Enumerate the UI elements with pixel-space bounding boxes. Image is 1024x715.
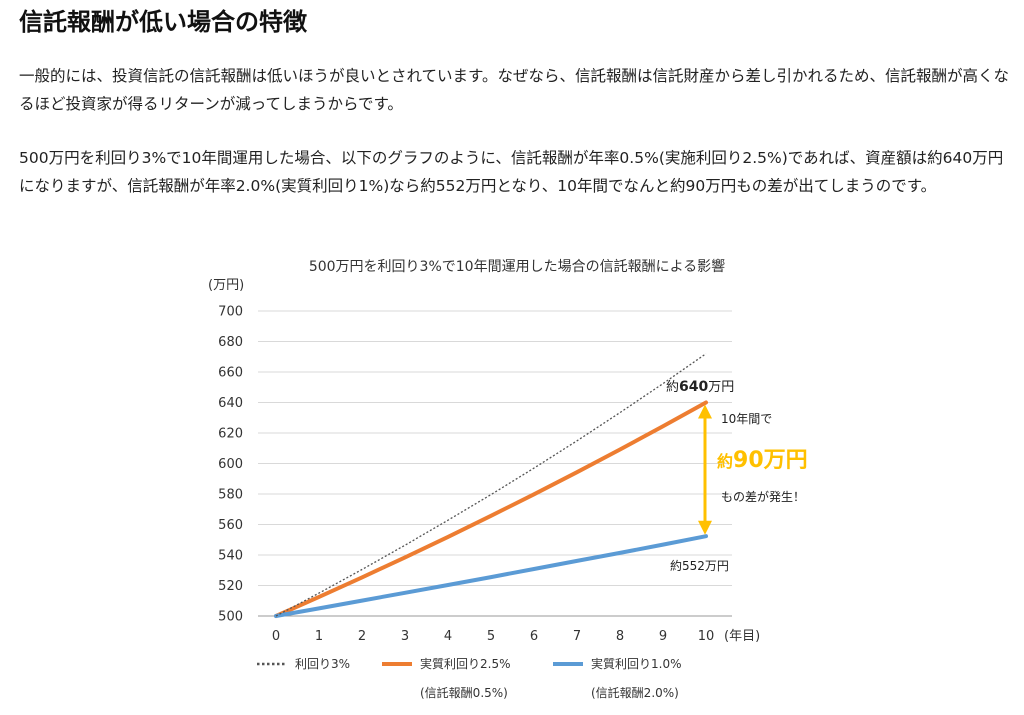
series-line-0 bbox=[275, 353, 707, 617]
x-tick-label-8: 8 bbox=[616, 629, 624, 644]
gap-label-line3: もの差が発生！ bbox=[721, 489, 805, 504]
y-tick-label-540: 540 bbox=[218, 549, 243, 564]
annotation-640: 約640万円 bbox=[666, 379, 734, 395]
annotation-552: 約552万円 bbox=[670, 558, 729, 573]
gap-label-value: 約90万円 bbox=[717, 448, 808, 473]
legend: 利回り3% 実質利回り2.5% (信託報酬0.5%) 実質利回り1.0% (信託報酬2.… bbox=[257, 656, 682, 700]
x-tick-label-9: 9 bbox=[659, 629, 667, 644]
y-tick-label-500: 500 bbox=[218, 610, 243, 625]
series-line-2 bbox=[274, 534, 708, 618]
x-tick-label-10: 10 bbox=[698, 629, 715, 644]
page-heading: 信託報酬が低い場合の特徴 bbox=[19, 8, 307, 36]
example-paragraph: 500万円を利回り3%で10年間運用した場合、以下のグラフのように、信託報酬が年… bbox=[19, 149, 1004, 195]
gap-arrow-head-up bbox=[698, 404, 712, 419]
annotations: 約640万円 約552万円 10年間で 約90万円 もの差が発生！ bbox=[666, 379, 808, 573]
y-tick-label-560: 560 bbox=[218, 518, 243, 533]
axes: 500 520 540 560 580 600 620 640 660 680 700 0 1 2 3 4 5 6… bbox=[218, 305, 732, 644]
gap-arrow-head-down bbox=[698, 520, 712, 535]
chart-title: 500万円を利回り3%で10年間運用した場合の信託報酬による影響 bbox=[309, 258, 725, 275]
gap-label-line1: 10年間で bbox=[721, 412, 772, 426]
y-tick-label-580: 580 bbox=[218, 488, 243, 503]
legend-sublabel-2: (信託報酬2.0%) bbox=[591, 685, 679, 700]
intro-paragraph: 一般的には、投資信託の信託報酬は低いほうが良いとされています。なぜなら、信託報酬… bbox=[19, 67, 1009, 113]
y-unit-label: (万円) bbox=[208, 278, 244, 293]
series-line-1 bbox=[274, 400, 708, 618]
x-tick-label-1: 1 bbox=[315, 629, 323, 644]
x-tick-label-6: 6 bbox=[530, 629, 538, 644]
y-tick-label-700: 700 bbox=[218, 305, 243, 320]
y-tick-label-620: 620 bbox=[218, 427, 243, 442]
x-tick-label-2: 2 bbox=[358, 629, 366, 644]
x-tick-label-3: 3 bbox=[401, 629, 409, 644]
x-tick-label-4: 4 bbox=[444, 629, 452, 644]
y-tick-label-640: 640 bbox=[218, 396, 243, 411]
y-tick-label-660: 660 bbox=[218, 366, 243, 381]
series-lines bbox=[274, 353, 708, 618]
x-unit-label: (年目) bbox=[724, 629, 760, 644]
legend-sublabel-1: (信託報酬0.5%) bbox=[420, 685, 508, 700]
legend-label-0: 利回り3% bbox=[295, 657, 350, 671]
legend-label-2: 実質利回り1.0% bbox=[591, 656, 682, 671]
grid-lines bbox=[258, 310, 732, 617]
y-tick-label-520: 520 bbox=[218, 579, 243, 594]
x-tick-label-5: 5 bbox=[487, 629, 495, 644]
x-tick-label-0: 0 bbox=[272, 629, 280, 644]
y-tick-label-680: 680 bbox=[218, 335, 243, 350]
x-tick-label-7: 7 bbox=[573, 629, 581, 644]
legend-label-1: 実質利回り2.5% bbox=[420, 656, 511, 671]
y-tick-label-600: 600 bbox=[218, 457, 243, 472]
